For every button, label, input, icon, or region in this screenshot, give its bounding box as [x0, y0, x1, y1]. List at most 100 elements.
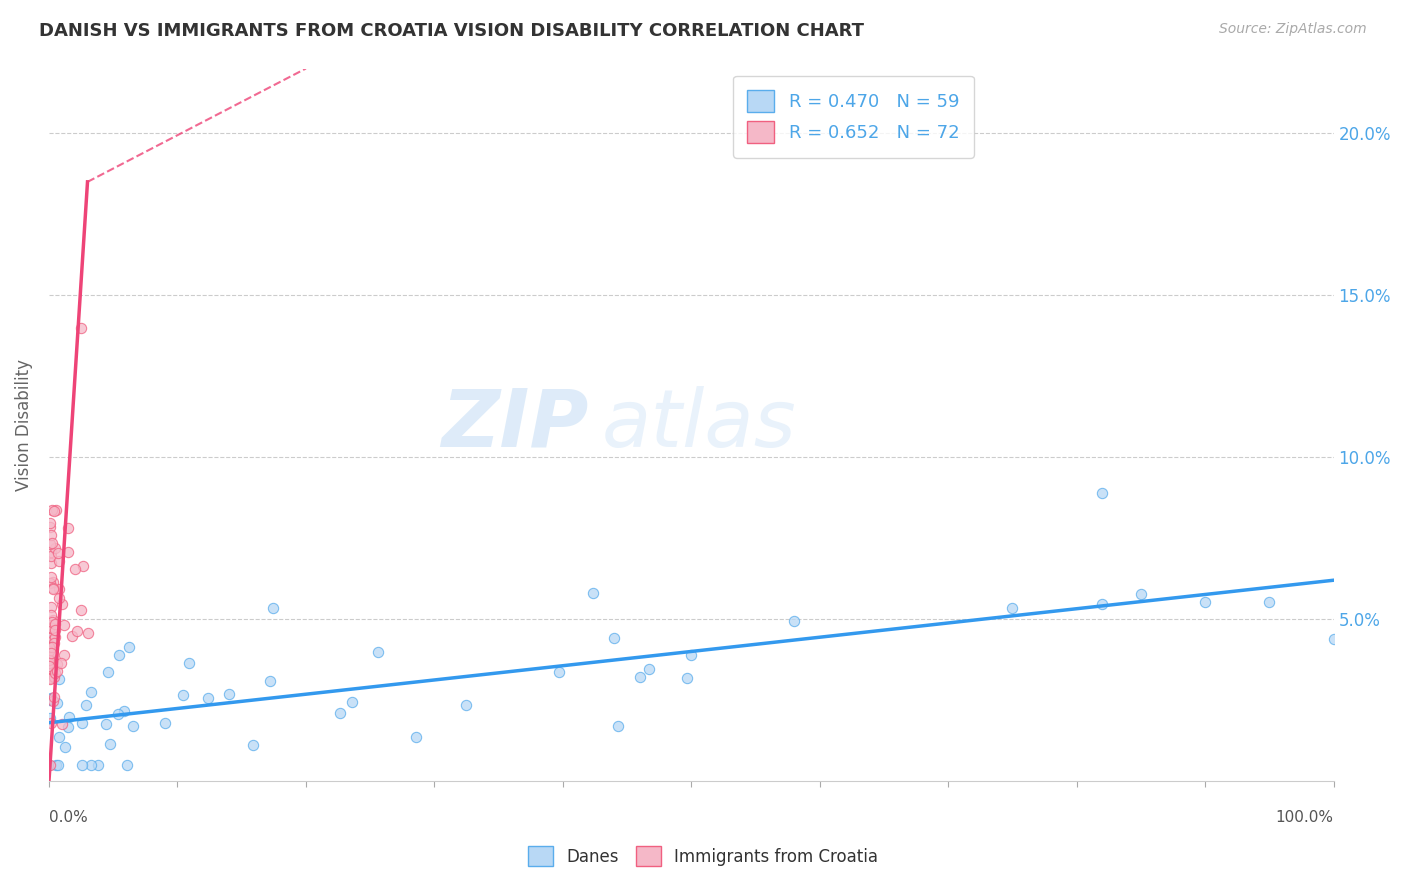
- Point: [42, 581, 65, 595]
- Point: [48, 730, 70, 744]
- Y-axis label: Vision Disability: Vision Disability: [15, 359, 32, 491]
- Point: [48, 672, 70, 686]
- Text: 100.0%: 100.0%: [1275, 810, 1334, 824]
- Point: [1258, 595, 1281, 609]
- Point: [46, 546, 69, 560]
- Point: [38, 653, 60, 667]
- Point: [51, 716, 73, 731]
- Point: [70, 715, 93, 730]
- Point: [45, 757, 67, 772]
- Point: [45, 696, 67, 710]
- Legend: R = 0.470   N = 59, R = 0.652   N = 72: R = 0.470 N = 59, R = 0.652 N = 72: [733, 76, 974, 158]
- Point: [39, 658, 62, 673]
- Point: [38, 693, 60, 707]
- Point: [53, 648, 76, 662]
- Point: [41, 503, 63, 517]
- Point: [548, 665, 571, 680]
- Point: [45, 503, 67, 517]
- Point: [44, 666, 66, 681]
- Point: [218, 687, 240, 701]
- Point: [39, 646, 62, 660]
- Point: [51, 597, 73, 611]
- Point: [42, 690, 65, 705]
- Point: [39, 672, 62, 686]
- Point: [603, 631, 626, 645]
- Point: [53, 739, 76, 754]
- Point: [44, 541, 66, 555]
- Point: [39, 520, 62, 534]
- Point: [38, 691, 60, 706]
- Point: [42, 503, 65, 517]
- Point: [52, 617, 75, 632]
- Point: [70, 320, 93, 334]
- Point: [38, 620, 60, 634]
- Point: [367, 645, 389, 659]
- Point: [38, 516, 60, 530]
- Point: [39, 690, 62, 705]
- Point: [44, 616, 66, 631]
- Point: [97, 665, 120, 680]
- Point: [39, 600, 62, 615]
- Point: [56, 521, 79, 535]
- Point: [262, 601, 284, 615]
- Point: [115, 757, 138, 772]
- Text: ZIP: ZIP: [441, 385, 589, 464]
- Point: [38, 537, 60, 551]
- Point: [48, 553, 70, 567]
- Text: 0.0%: 0.0%: [49, 810, 87, 824]
- Point: [39, 570, 62, 584]
- Point: [39, 545, 62, 559]
- Point: [38, 757, 60, 772]
- Text: Source: ZipAtlas.com: Source: ZipAtlas.com: [1219, 22, 1367, 37]
- Point: [63, 562, 86, 576]
- Point: [153, 716, 176, 731]
- Point: [1091, 485, 1114, 500]
- Point: [259, 674, 281, 689]
- Point: [76, 625, 98, 640]
- Point: [329, 706, 352, 720]
- Point: [42, 582, 65, 596]
- Point: [72, 558, 94, 573]
- Point: [41, 615, 63, 630]
- Point: [80, 684, 103, 698]
- Point: [197, 690, 219, 705]
- Point: [177, 656, 200, 670]
- Point: [98, 737, 121, 751]
- Point: [66, 624, 89, 638]
- Point: [1323, 632, 1346, 647]
- Point: [39, 549, 62, 563]
- Point: [70, 757, 93, 772]
- Text: atlas: atlas: [602, 385, 796, 464]
- Point: [638, 662, 661, 676]
- Point: [39, 556, 62, 570]
- Point: [41, 528, 63, 542]
- Point: [242, 738, 264, 752]
- Point: [454, 698, 477, 712]
- Point: [44, 636, 66, 650]
- Point: [87, 757, 110, 772]
- Point: [41, 621, 63, 635]
- Point: [70, 603, 93, 617]
- Point: [80, 757, 103, 772]
- Point: [606, 719, 628, 733]
- Point: [1001, 601, 1024, 615]
- Point: [107, 706, 129, 721]
- Point: [39, 575, 62, 590]
- Point: [118, 640, 141, 654]
- Point: [44, 623, 66, 637]
- Point: [39, 633, 62, 648]
- Point: [121, 719, 143, 733]
- Point: [41, 640, 63, 654]
- Point: [42, 574, 65, 589]
- Point: [1091, 597, 1114, 611]
- Point: [46, 657, 69, 672]
- Point: [56, 720, 79, 734]
- Text: DANISH VS IMMIGRANTS FROM CROATIA VISION DISABILITY CORRELATION CHART: DANISH VS IMMIGRANTS FROM CROATIA VISION…: [39, 22, 865, 40]
- Point: [38, 651, 60, 665]
- Point: [41, 662, 63, 676]
- Point: [44, 670, 66, 684]
- Point: [38, 640, 60, 655]
- Point: [44, 630, 66, 644]
- Point: [39, 608, 62, 623]
- Point: [405, 730, 427, 744]
